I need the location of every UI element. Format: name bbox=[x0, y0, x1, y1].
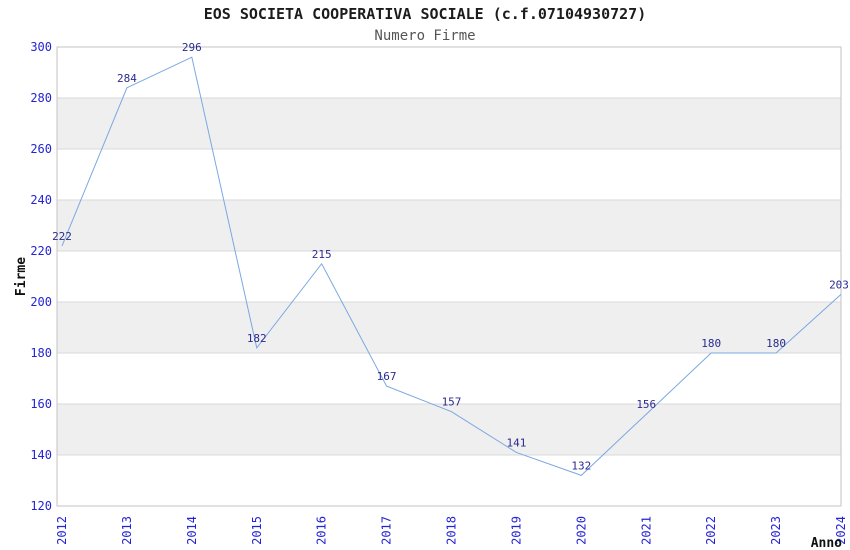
y-tick-label: 140 bbox=[30, 448, 52, 462]
x-tick-label: 2016 bbox=[315, 516, 329, 545]
plot-border bbox=[56, 46, 842, 507]
y-tick-label: 240 bbox=[30, 193, 52, 207]
plot-band bbox=[57, 200, 841, 251]
y-tick-label: 280 bbox=[30, 91, 52, 105]
data-point-label: 141 bbox=[506, 436, 526, 449]
data-point-label: 180 bbox=[701, 337, 721, 350]
y-axis-title: Firme bbox=[14, 257, 29, 296]
chart-title: EOS SOCIETA COOPERATIVA SOCIALE (c.f.071… bbox=[203, 5, 647, 23]
data-point-label: 215 bbox=[312, 248, 332, 261]
data-point-label: 296 bbox=[182, 41, 202, 54]
y-tick-label: 120 bbox=[30, 499, 52, 513]
data-point-label: 167 bbox=[377, 370, 397, 383]
x-tick-label: 2024 bbox=[834, 516, 848, 545]
y-tick-label: 300 bbox=[30, 40, 52, 54]
data-point-label: 132 bbox=[571, 459, 591, 472]
x-tick-label: 2022 bbox=[704, 516, 718, 545]
x-tick-label: 2014 bbox=[185, 516, 199, 545]
y-tick-label: 200 bbox=[30, 295, 52, 309]
x-tick-label: 2017 bbox=[380, 516, 394, 545]
x-tick-label: 2019 bbox=[509, 516, 523, 545]
x-axis-title: Anno bbox=[811, 536, 842, 550]
data-point-label: 156 bbox=[636, 398, 656, 411]
plot-band bbox=[57, 404, 841, 455]
data-point-label: 157 bbox=[442, 396, 462, 409]
x-tick-label: 2020 bbox=[574, 516, 588, 545]
x-tick-label: 2012 bbox=[55, 516, 69, 545]
data-point-label: 203 bbox=[829, 278, 849, 291]
y-tick-label: 260 bbox=[30, 142, 52, 156]
x-tick-label: 2018 bbox=[445, 516, 459, 545]
plot-band bbox=[57, 98, 841, 149]
chart-subtitle: Numero Firme bbox=[374, 28, 476, 44]
plot-band bbox=[57, 302, 841, 353]
y-tick-label: 220 bbox=[30, 244, 52, 258]
data-point-label: 180 bbox=[766, 337, 786, 350]
y-tick-label: 180 bbox=[30, 346, 52, 360]
x-tick-label: 2023 bbox=[769, 516, 783, 545]
data-point-label: 182 bbox=[247, 332, 267, 345]
x-tick-label: 2013 bbox=[120, 516, 134, 545]
line-series bbox=[61, 56, 842, 476]
y-tick-label: 160 bbox=[30, 397, 52, 411]
x-tick-label: 2021 bbox=[639, 516, 653, 545]
data-point-label: 284 bbox=[117, 72, 137, 85]
x-tick-label: 2015 bbox=[250, 516, 264, 545]
data-point-label: 222 bbox=[52, 230, 72, 243]
